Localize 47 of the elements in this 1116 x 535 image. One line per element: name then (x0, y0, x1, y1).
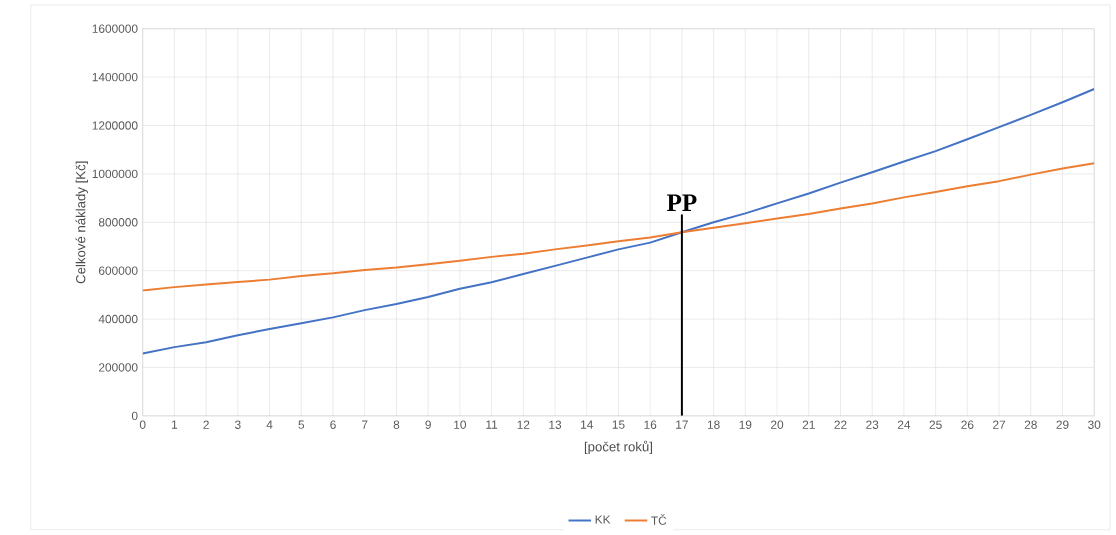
x-tick-label: 20 (771, 420, 784, 430)
line-series (142, 162, 1095, 292)
x-tick-label: 3 (235, 420, 241, 430)
legend-label: TČ (651, 514, 667, 525)
x-tick-label: 14 (581, 420, 593, 429)
line-series (142, 88, 1095, 355)
x-tick-label: 25 (929, 420, 942, 430)
x-tick-label: 1 (172, 420, 178, 429)
y-axis-title: Celkové náklady [Kč] (75, 161, 88, 284)
x-tick-label: 12 (517, 420, 530, 429)
x-tick-label: 9 (425, 420, 431, 430)
x-tick-label: 29 (1056, 420, 1069, 430)
legend-label: KK (595, 515, 611, 524)
x-tick-label: 4 (266, 420, 273, 429)
ref-line-label: PP (667, 194, 697, 212)
y-tick-label: 400000 (98, 315, 138, 324)
x-tick-label: 26 (961, 420, 974, 430)
x-tick-label: 27 (993, 420, 1006, 429)
x-tick-label: 6 (330, 420, 336, 430)
y-tick-label: 600000 (98, 266, 138, 276)
x-tick-label: 16 (644, 420, 657, 430)
x-tick-label: 7 (362, 420, 368, 429)
y-tick-label: 1200000 (92, 121, 138, 130)
x-tick-label: 19 (739, 420, 752, 430)
x-tick-label: 10 (454, 420, 467, 430)
x-tick-label: 13 (549, 420, 562, 430)
x-tick-label: 22 (834, 420, 847, 429)
x-tick-label: 17 (676, 420, 688, 429)
y-tick-label: 200000 (98, 363, 138, 372)
y-tick-label: 1000000 (92, 169, 138, 179)
x-tick-label: 21 (802, 420, 815, 429)
y-tick-label: 1400000 (92, 73, 138, 82)
x-axis-title: [počet roků] (584, 440, 652, 455)
x-tick-label: 15 (612, 420, 625, 429)
x-tick-label: 28 (1024, 420, 1037, 430)
x-tick-label: 30 (1088, 420, 1101, 430)
x-tick-label: 2 (203, 420, 209, 429)
x-tick-label: 8 (393, 420, 400, 430)
y-tick-label: 1600000 (92, 24, 138, 34)
y-tick-label: 0 (131, 411, 138, 421)
x-tick-label: 18 (707, 420, 720, 430)
y-tick-label: 800000 (98, 218, 138, 227)
x-tick-label: 0 (139, 420, 146, 430)
x-tick-label: 23 (866, 420, 879, 430)
x-tick-label: 11 (486, 420, 498, 429)
x-tick-label: 24 (897, 420, 911, 429)
x-tick-label: 5 (298, 420, 305, 429)
